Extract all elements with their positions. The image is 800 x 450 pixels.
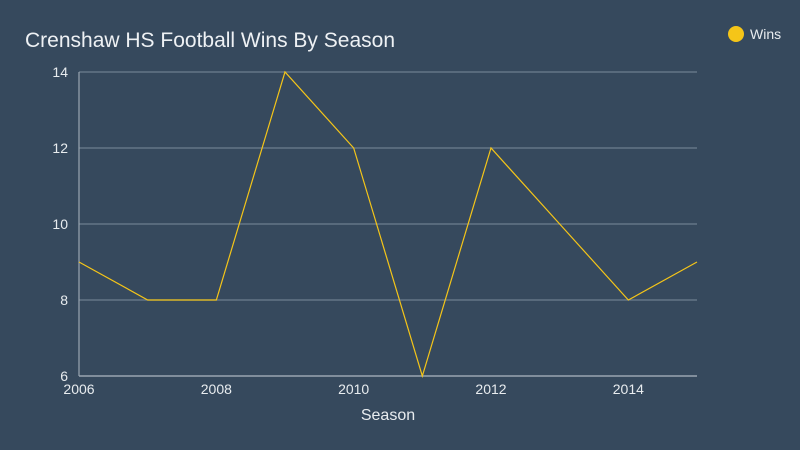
x-tick-label-2012: 2012 (475, 381, 506, 397)
data-point-2008[interactable] (214, 298, 218, 302)
data-point-2015[interactable] (695, 260, 699, 264)
data-point-2010[interactable] (352, 146, 356, 150)
axes (78, 72, 697, 377)
grid-lines (79, 71, 697, 301)
data-point-2009[interactable] (283, 70, 287, 74)
data-point-2006[interactable] (77, 260, 81, 264)
chart-title: Crenshaw HS Football Wins By Season (25, 29, 395, 52)
legend-label-wins: Wins (750, 26, 781, 42)
legend[interactable]: Wins (728, 26, 781, 42)
x-tick-label-2010: 2010 (338, 381, 369, 397)
x-tick-label-2008: 2008 (201, 381, 232, 397)
series-line-wins (78, 70, 698, 379)
x-tick-labels: 2006 2008 2010 2012 2014 (63, 381, 644, 397)
data-point-2014[interactable] (626, 298, 630, 302)
series-lines (77, 70, 699, 379)
y-tick-label-14: 14 (52, 64, 68, 80)
x-axis-title: Season (361, 407, 415, 424)
data-point-2011[interactable] (420, 374, 424, 378)
data-point-2013[interactable] (558, 222, 562, 226)
x-tick-label-2006: 2006 (63, 381, 94, 397)
y-tick-label-10: 10 (52, 216, 68, 232)
data-point-2007[interactable] (146, 298, 150, 302)
y-tick-label-6: 6 (60, 368, 68, 384)
y-tick-label-8: 8 (60, 292, 68, 308)
data-point-2012[interactable] (489, 146, 493, 150)
y-tick-label-12: 12 (52, 140, 68, 156)
x-tick-label-2014: 2014 (613, 381, 644, 397)
legend-swatch-wins (728, 26, 744, 42)
y-tick-labels: 6 8 10 12 14 (52, 64, 68, 384)
